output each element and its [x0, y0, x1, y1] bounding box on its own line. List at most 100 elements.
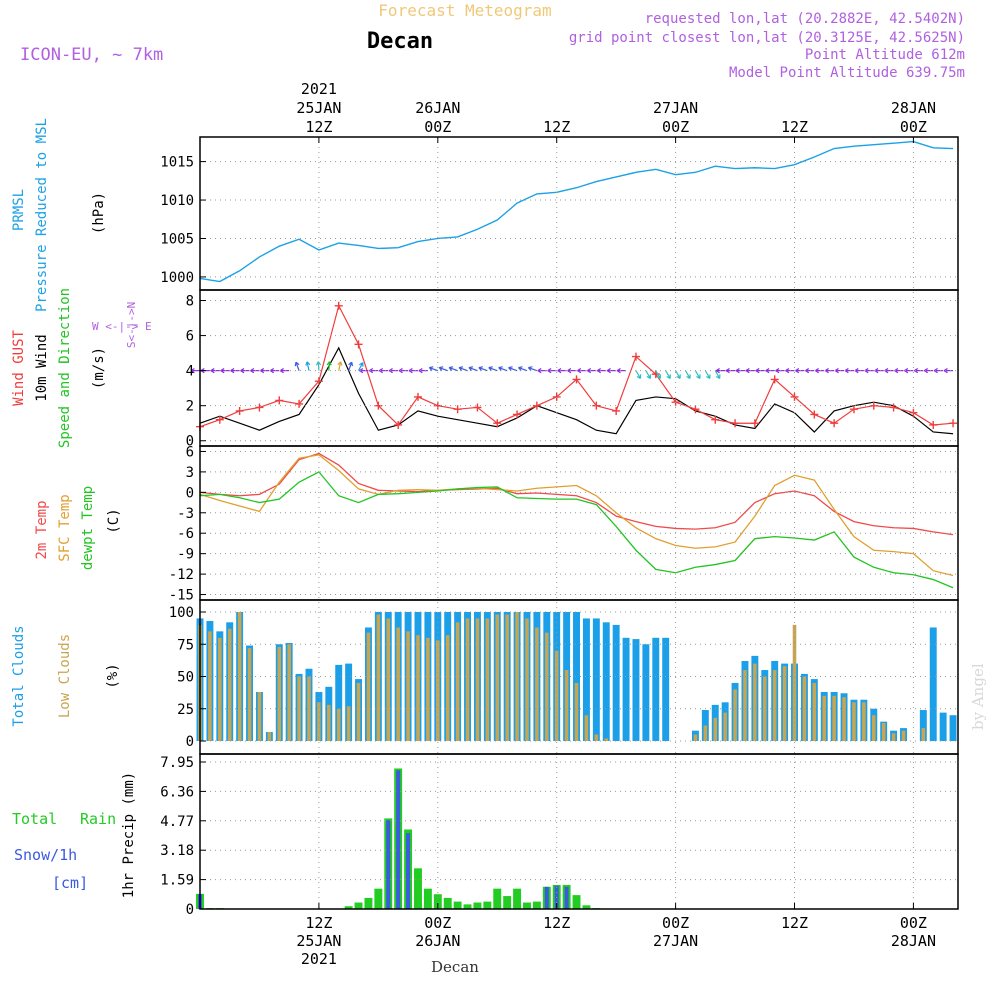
low-cloud-bar — [703, 725, 708, 741]
y-tick-label: 1000 — [160, 270, 194, 286]
wind-gust-line — [199, 304, 954, 428]
top-time-label: 28JAN — [891, 99, 936, 117]
low-clouds-label: Low Clouds — [57, 634, 73, 718]
low-cloud-bar — [891, 733, 896, 741]
wind-arrow-head — [557, 368, 562, 374]
bottom-time-label: 12Z — [305, 914, 332, 932]
y-tick-label: -3 — [177, 506, 194, 522]
wind-arrow-head — [706, 374, 711, 379]
total-cloud-bar — [622, 637, 630, 741]
snow-bar — [564, 886, 569, 909]
low-cloud-bar — [812, 682, 817, 741]
wind-direction-arrow — [684, 370, 691, 379]
wind-direction-arrow — [704, 370, 711, 379]
wind-arrow-head — [745, 368, 750, 374]
wind-direction-arrow — [317, 361, 320, 371]
low-cloud-bar — [237, 612, 242, 741]
rain-bar — [423, 888, 432, 909]
pressure-line — [199, 140, 954, 283]
y-tick-label: 1.59 — [160, 873, 194, 889]
gust-marker — [453, 405, 462, 414]
rain-bar — [483, 901, 492, 909]
wind-arrow-head — [240, 368, 245, 374]
temp-unit: (C) — [106, 508, 122, 533]
low-cloud-bar — [376, 614, 381, 741]
wind-unit: (m/s) — [91, 347, 107, 389]
y-tick-label: 50 — [177, 670, 194, 686]
wind-arrow-head — [715, 374, 721, 379]
y-tick-label: -9 — [177, 547, 194, 563]
wind-direction-arrow — [665, 370, 671, 379]
wind-arrow-head — [587, 368, 592, 374]
pressure-label: PRMSL — [11, 189, 27, 231]
wind-arrow-head — [676, 374, 681, 379]
low-cloud-bar — [277, 646, 282, 741]
gust-marker — [810, 410, 819, 419]
total-cloud-bar — [919, 710, 927, 741]
wind-direction-arrow — [694, 370, 701, 379]
temp-sfc-line — [199, 454, 954, 577]
rain-bar — [354, 902, 363, 909]
low-cloud-bar — [584, 715, 589, 741]
low-cloud-bar — [356, 682, 361, 741]
compass-we: W <-|-> E — [92, 320, 152, 333]
low-cloud-bar — [208, 631, 212, 741]
y-tick-label: 7.95 — [160, 755, 194, 771]
snow-bar — [396, 770, 401, 909]
y-tick-label: 3.18 — [160, 843, 194, 859]
wind-direction-arrow — [358, 362, 364, 371]
gust-marker — [849, 405, 858, 414]
wind-arrow-head — [408, 368, 413, 374]
low-cloud-bar — [436, 640, 440, 741]
low-cloud-bar — [267, 731, 272, 741]
wind-direction-arrow — [488, 366, 498, 372]
gust-marker — [473, 403, 482, 412]
model-altitude: Model Point Altitude 639.75m — [729, 65, 965, 81]
total-cloud-bar — [612, 624, 620, 741]
wind-arrow-head — [765, 368, 770, 374]
y-tick-label: 8 — [186, 294, 194, 310]
bottom-time-label: 00Z — [662, 914, 689, 932]
wind-direction-arrow — [714, 370, 721, 379]
gust-marker — [334, 301, 343, 310]
total-cloud-bar — [573, 612, 580, 741]
wind-direction-arrow — [645, 370, 651, 379]
wind-arrow-head — [378, 368, 383, 374]
wind-arrow-head — [596, 368, 601, 374]
y-tick-label: 4.77 — [160, 814, 194, 830]
y-tick-label: 1015 — [160, 155, 194, 171]
low-cloud-bar — [881, 722, 886, 741]
wind-arrow-head — [388, 368, 393, 374]
rain-bar — [572, 895, 581, 909]
gust-marker — [691, 405, 700, 414]
low-cloud-bar — [713, 717, 718, 741]
top-time-label: 00Z — [424, 118, 451, 136]
temp-dewpt-line — [199, 471, 954, 589]
precip-unit: 1hr Precip (mm) — [121, 772, 137, 898]
low-cloud-bar — [525, 618, 529, 741]
gust-marker — [711, 415, 720, 424]
low-cloud-bar — [753, 663, 757, 741]
wind-direction-arrow — [306, 361, 310, 371]
low-cloud-bar — [495, 614, 500, 741]
total-cloud-bar — [582, 618, 590, 741]
wind-arrow-head — [567, 368, 572, 374]
gust-marker — [354, 340, 363, 349]
wind-arrow-head — [438, 366, 444, 372]
wind-arrow-head — [914, 368, 919, 374]
credit-watermark: by Angel — [969, 663, 987, 730]
wind-arrow-head — [666, 374, 671, 379]
wind-label: 10m Wind — [34, 334, 50, 401]
wind-arrow-head — [220, 368, 225, 374]
rain-bar — [443, 897, 452, 909]
low-cloud-bar — [515, 612, 519, 741]
low-cloud-bar — [554, 650, 559, 741]
wind-arrow-head — [348, 361, 354, 367]
wind-direction-arrow — [478, 366, 488, 372]
top-time-label: 12Z — [781, 118, 808, 136]
rain-bar — [364, 897, 373, 909]
wind-arrow-head — [369, 368, 374, 374]
wind-arrow-head — [359, 362, 364, 367]
total-cloud-bar — [939, 712, 947, 741]
wind-arrow-head — [448, 366, 454, 372]
